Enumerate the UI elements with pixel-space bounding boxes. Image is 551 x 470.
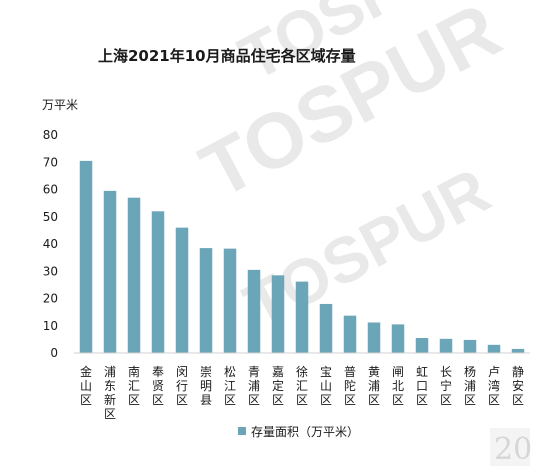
chart-title: 上海2021年10月商品住宅各区域存量 xyxy=(98,47,356,65)
svg-text:20: 20 xyxy=(494,432,532,467)
y-unit-label: 万平米 xyxy=(42,98,78,112)
x-tick-label: 崇明县 xyxy=(200,365,212,407)
y-tick-label: 70 xyxy=(43,155,58,169)
bar xyxy=(487,344,501,353)
y-tick-label: 30 xyxy=(43,264,58,278)
corner-logo: 20 xyxy=(490,428,532,467)
x-tick-label: 南汇区 xyxy=(128,364,140,407)
bar xyxy=(271,275,285,353)
bar xyxy=(199,248,213,353)
y-tick-label: 20 xyxy=(43,292,58,306)
bar xyxy=(511,348,525,353)
y-tick-label: 60 xyxy=(43,183,58,197)
x-tick-label: 虹口区 xyxy=(416,365,428,407)
x-tick-label: 奉贤区 xyxy=(152,365,164,407)
bar xyxy=(151,211,165,353)
x-tick-label: 黄浦区 xyxy=(368,365,380,407)
bar xyxy=(343,315,357,353)
x-tick-label: 松江区 xyxy=(224,365,236,407)
y-tick-label: 50 xyxy=(43,210,58,224)
legend-label: 存量面积（万平米） xyxy=(251,425,359,439)
y-tick-label: 10 xyxy=(43,319,58,333)
bar xyxy=(175,227,189,353)
x-tick-label: 徐汇区 xyxy=(296,364,308,407)
y-axis: 0 10 20 30 40 50 60 70 80 xyxy=(43,128,58,360)
x-tick-label: 普陀区 xyxy=(344,365,356,407)
x-tick-label: 浦东新区 xyxy=(104,365,116,421)
bar xyxy=(103,190,117,353)
x-tick-label: 闸北区 xyxy=(392,365,404,407)
bar xyxy=(439,338,453,353)
x-tick-label: 杨浦区 xyxy=(464,364,476,407)
bar xyxy=(223,248,237,353)
bar xyxy=(463,339,477,353)
bar xyxy=(127,197,141,353)
bar xyxy=(295,281,309,353)
x-tick-label: 金山区 xyxy=(80,364,92,407)
x-tick-label: 青浦区 xyxy=(248,365,260,407)
x-tick-label: 静安区 xyxy=(512,365,524,407)
y-tick-label: 0 xyxy=(50,346,58,360)
y-tick-label: 80 xyxy=(43,128,58,142)
bar xyxy=(415,338,429,353)
bar xyxy=(391,324,405,353)
y-tick-label: 40 xyxy=(43,237,58,251)
x-tick-label: 卢湾区 xyxy=(488,364,500,407)
x-tick-label: 闵行区 xyxy=(176,364,188,407)
bar xyxy=(79,160,93,353)
x-axis: 金山区浦东新区南汇区奉贤区闵行区崇明县松江区青浦区嘉定区徐汇区宝山区普陀区黄浦区… xyxy=(80,364,524,421)
bar xyxy=(319,303,333,353)
bar-series xyxy=(79,160,525,353)
bar xyxy=(247,269,261,353)
x-tick-label: 长宁区 xyxy=(440,365,452,407)
legend: 存量面积（万平米） xyxy=(238,425,359,439)
legend-swatch xyxy=(238,427,246,435)
x-tick-label: 嘉定区 xyxy=(272,365,284,407)
x-tick-label: 宝山区 xyxy=(320,365,332,407)
bar xyxy=(367,322,381,353)
